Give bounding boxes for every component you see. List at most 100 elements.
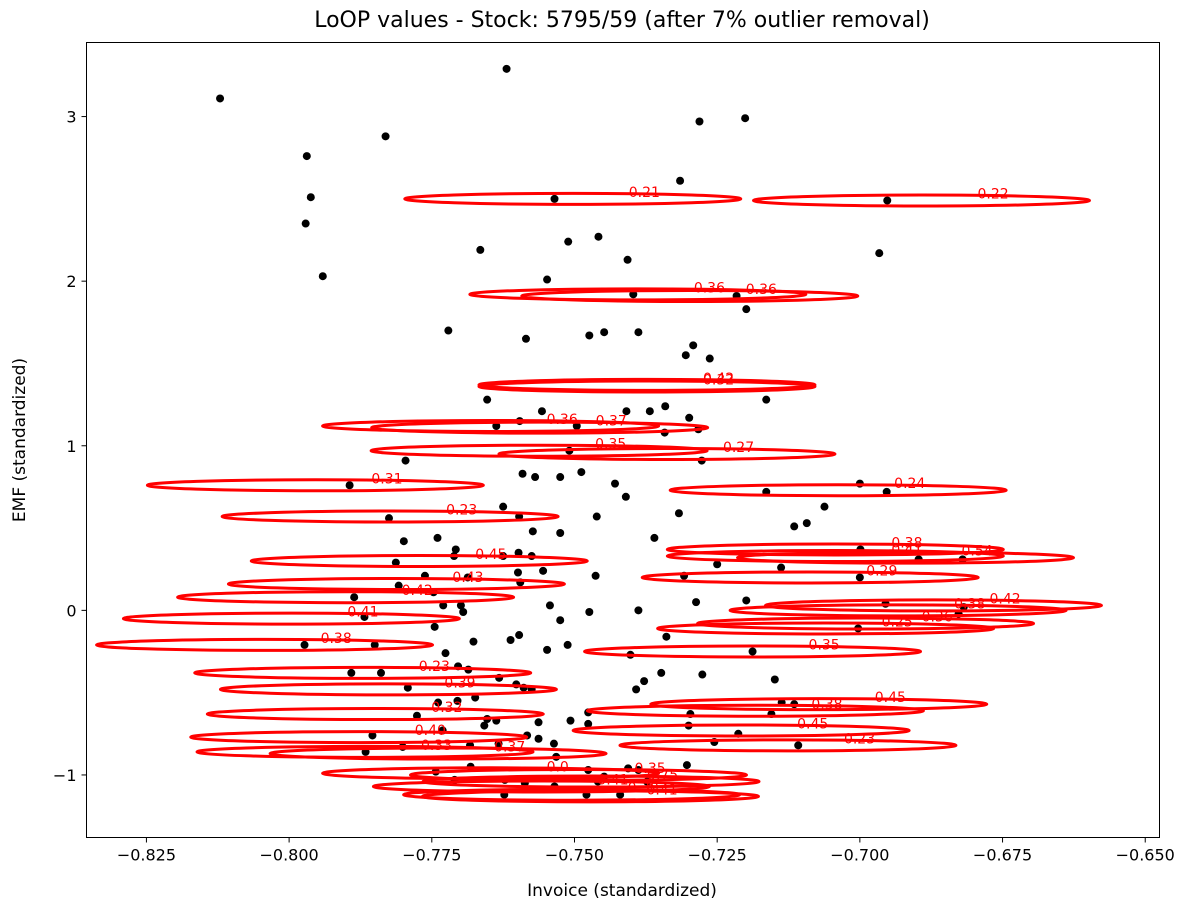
loop-score-label: 0.35 [634,761,665,777]
loop-ellipse [751,193,1091,208]
data-point [543,275,552,284]
x-tick-label: −0.800 [260,846,319,865]
data-point [713,560,722,569]
data-point [634,606,643,615]
loop-score-label: 0.24 [894,476,925,492]
x-axis-ticks: −0.825 −0.800 −0.775 −0.750 −0.725 −0.700 −0.6… [117,837,1175,865]
loop-score-label: 0.42 [402,583,433,599]
loop-ellipse [477,377,817,392]
data-point [539,566,548,575]
data-point [412,711,421,720]
loop-score-label: 0.43 [452,570,483,586]
y-axis-label: EMF (standardized) [10,358,30,522]
data-point [556,616,565,625]
data-point [394,581,403,590]
loop-score-label: 0.41 [347,605,378,621]
loop-score-label: 0.22 [977,187,1008,203]
x-axis-label: Invoice (standardized) [527,881,717,901]
loop-ellipse [193,665,533,680]
data-point [439,601,448,610]
data-point [600,328,609,337]
data-point [883,196,892,205]
data-point [650,533,659,542]
data-point [777,563,786,572]
loop-ellipse [403,191,743,206]
loop-score-label: 0.27 [723,440,754,456]
y-axis-ticks: −1 0 1 2 3 [53,108,87,785]
loop-score-label: 0.21 [629,185,660,201]
data-point [403,683,412,692]
data-point [453,696,462,705]
loop-ellipse [640,570,980,585]
data-point [748,647,757,656]
data-point [692,598,701,607]
loop-ellipse [249,553,589,568]
data-point [674,509,683,518]
x-tick-label: −0.725 [688,846,747,865]
data-point [300,640,309,649]
loop-score-label: 0.29 [866,563,897,579]
data-point [350,593,359,602]
plot-frame [86,42,1160,838]
data-point [875,249,884,258]
loop-ellipse [370,420,710,435]
data-point [585,608,594,617]
data-point [698,670,707,679]
data-point [434,698,443,707]
data-point [514,548,523,557]
data-point [705,354,714,363]
data-point [456,601,465,610]
data-point [685,413,694,422]
data-point [391,558,400,567]
data-point [640,677,649,686]
loop-score-label: 0.35 [809,638,840,654]
data-point [657,668,666,677]
data-point [594,232,603,241]
data-point [545,601,554,610]
loop-score-label: 0.35 [595,437,626,453]
data-point [591,571,600,580]
data-point [301,219,310,228]
loop-score-label: 0.36 [922,610,953,626]
data-point [216,94,225,103]
x-tick-label: −0.775 [402,846,461,865]
data-point [556,528,565,537]
data-point [502,64,511,73]
loop-ellipse [145,478,485,493]
data-point [741,114,750,123]
y-tick-label: 2 [66,272,76,291]
loop-score-label: 0.45 [797,717,828,733]
data-point [469,637,478,646]
data-point [531,473,540,482]
chart-title: LoOP values - Stock: 5795/59 (after 7% o… [314,8,930,33]
data-point [444,326,453,335]
data-point [572,422,581,431]
data-point [621,492,630,501]
loop-score-label: 0.23 [844,731,875,747]
loop-ellipse [649,697,989,712]
loop-ellipse [583,644,923,659]
loop-ellipse [121,611,461,626]
y-tick-label: −1 [53,766,77,785]
data-point [882,487,891,496]
loop-score-label: 0.32 [703,373,734,389]
data-point [399,537,408,546]
data-point [676,176,685,185]
x-tick-label: −0.650 [1116,846,1175,865]
data-point [661,402,670,411]
y-tick-label: 1 [66,437,76,456]
loop-score-label: 0.33 [421,738,452,754]
data-point [585,331,594,340]
data-point [592,512,601,521]
data-point [318,272,327,281]
loop-score-label: 0.39 [444,675,475,691]
loop-score-label: 0.32 [431,700,462,716]
loop-score-label: 0.36 [694,280,725,296]
loop-score-label: 0.23 [419,659,450,675]
loop-score-label: 0.42 [989,591,1020,607]
loop-ellipse [189,730,529,745]
data-point [790,522,799,531]
data-point [521,334,530,343]
loop-ellipse [728,603,1068,618]
data-point [549,739,558,748]
